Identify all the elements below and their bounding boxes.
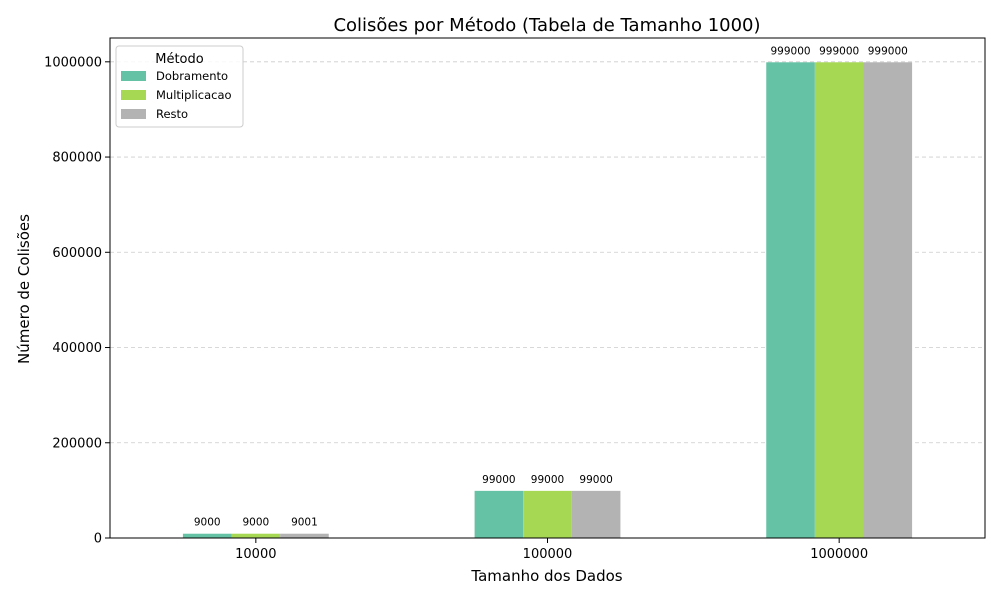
bar-multiplicacao-1000000	[814, 62, 864, 539]
bar-value-label: 999000	[771, 45, 811, 57]
x-axis-label: Tamanho dos Dados	[470, 567, 622, 585]
y-tick-label: 1000000	[44, 55, 102, 70]
x-tick-label: 10000	[235, 547, 276, 562]
bar-value-label: 99000	[579, 474, 612, 486]
bar-multiplicacao-10000	[231, 533, 281, 538]
x-tick-label: 1000000	[810, 547, 868, 562]
y-tick-label: 600000	[52, 246, 102, 261]
bar-value-label: 9000	[194, 517, 221, 529]
legend-label-multiplicacao: Multiplicacao	[156, 88, 232, 102]
axes: 0 200000 400000 600000 800000 1000000 10000 100…	[44, 37, 986, 562]
bar-resto-1000000	[863, 62, 913, 539]
bar-value-label: 99000	[531, 474, 564, 486]
x-tick-label: 100000	[523, 547, 573, 562]
bar-value-label: 9001	[291, 517, 318, 529]
legend: Método Dobramento Multiplicacao Resto	[115, 45, 244, 128]
bar-resto-10000	[280, 533, 329, 538]
bar-resto-100000	[571, 490, 621, 538]
bar-multiplicacao-100000	[523, 490, 572, 538]
bar-value-label: 9000	[242, 517, 269, 529]
chart-title: Colisões por Método (Tabela de Tamanho 1…	[333, 15, 760, 36]
y-tick-label: 400000	[52, 341, 102, 356]
bar-value-label: 999000	[868, 45, 908, 57]
y-tick-label: 800000	[52, 151, 102, 166]
y-axis-label: Número de Colisões	[15, 214, 33, 364]
bar-value-label: 999000	[819, 45, 859, 57]
bar-dobramento-1000000	[766, 62, 815, 539]
data-labels: 9000 9000 9001 99000 99000 99000 999000 999000 9…	[194, 45, 908, 528]
y-tick-label: 200000	[52, 436, 102, 451]
legend-label-dobramento: Dobramento	[156, 69, 228, 83]
legend-swatch-multiplicacao	[121, 90, 146, 100]
bar-dobramento-10000	[182, 533, 232, 538]
legend-title: Método	[155, 52, 204, 67]
legend-label-resto: Resto	[156, 107, 188, 121]
legend-swatch-resto	[121, 109, 146, 119]
legend-swatch-dobramento	[121, 71, 146, 81]
bar-dobramento-100000	[474, 490, 524, 538]
y-tick-label: 0	[94, 532, 102, 547]
bar-value-label: 99000	[482, 474, 515, 486]
plot-frame	[109, 37, 986, 539]
legend-box	[115, 45, 244, 128]
bars	[182, 62, 913, 539]
